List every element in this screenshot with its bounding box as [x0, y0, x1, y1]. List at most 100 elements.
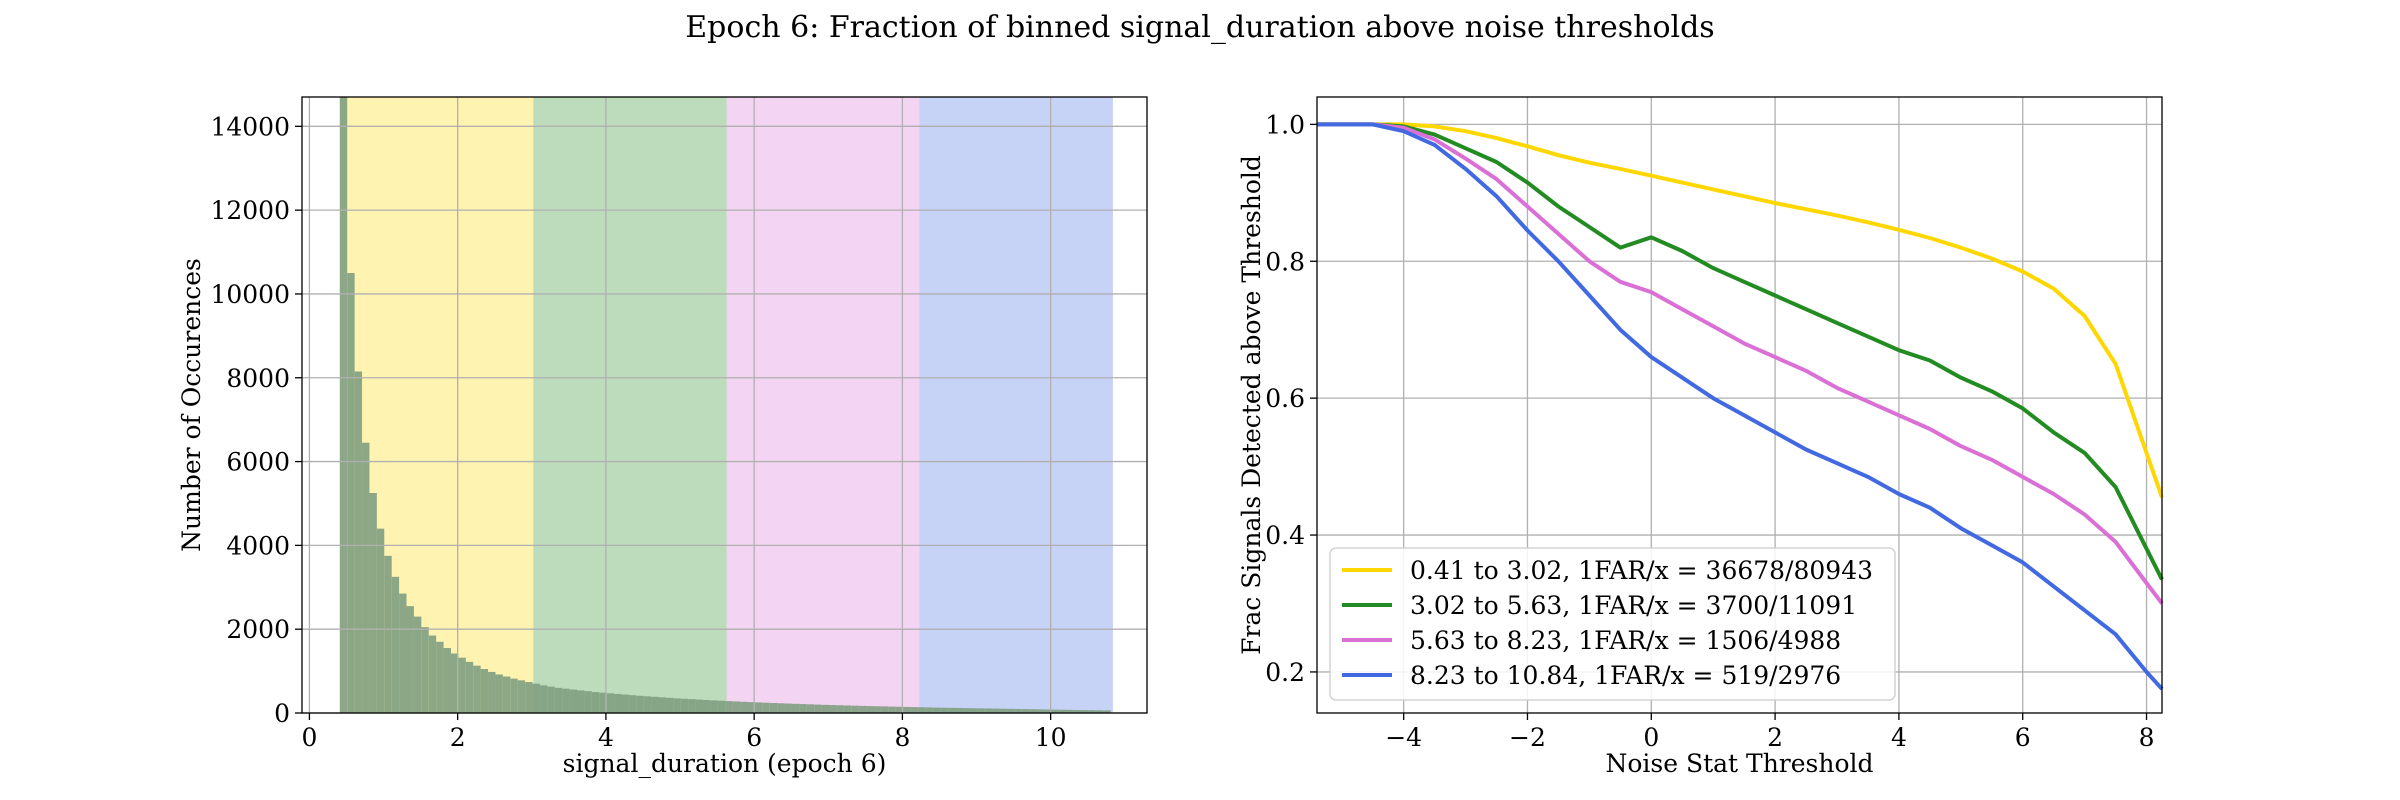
- histogram-bar: [362, 442, 370, 713]
- figure-title: Epoch 6: Fraction of binned signal_durat…: [685, 10, 1714, 45]
- line-frame: [1316, 96, 2163, 714]
- histogram-bar: [821, 704, 830, 713]
- histogram-bar: [1066, 709, 1074, 713]
- histogram-bar: [636, 695, 644, 713]
- series-line-0: [1317, 122, 2164, 499]
- histogram-bar: [1029, 709, 1037, 713]
- histogram-bar: [1036, 709, 1044, 713]
- line-x-axis-label: Noise Stat Threshold: [1605, 749, 1873, 778]
- histogram-bar: [1088, 710, 1096, 713]
- histogram-bar: [562, 688, 570, 713]
- histogram-bar: [940, 707, 948, 713]
- histogram-bar: [525, 681, 533, 713]
- histogram-bar: [339, 97, 348, 713]
- histogram-bar: [725, 701, 733, 713]
- histogram-bar: [1081, 710, 1089, 713]
- legend-box: [1329, 547, 1896, 701]
- histogram-bar: [1103, 710, 1111, 713]
- series-line-1: [1317, 122, 2164, 581]
- histogram-grid: [302, 97, 1147, 714]
- y-tick-label: 10000: [210, 280, 290, 309]
- histogram-bar: [488, 671, 496, 713]
- histogram-bar: [784, 703, 792, 713]
- histogram-bar: [576, 690, 585, 713]
- histogram-bar: [999, 708, 1007, 713]
- histogram-bar: [910, 707, 918, 713]
- series-line-2: [1317, 122, 2164, 605]
- histogram-bar: [428, 635, 437, 713]
- threshold-bands: [339, 97, 1113, 713]
- histogram-bar: [858, 705, 867, 713]
- histogram-y-axis-label: Number of Occurences: [177, 258, 206, 552]
- histogram-bar: [376, 528, 385, 713]
- histogram-bar: [539, 685, 548, 713]
- histogram-bar: [384, 555, 392, 713]
- x-tick-label: 0: [1643, 723, 1659, 752]
- histogram-bar: [1095, 710, 1104, 713]
- histogram-bar: [436, 641, 444, 713]
- histogram-bar: [391, 576, 400, 713]
- y-tick-label: 4000: [226, 531, 290, 560]
- histogram-bar: [925, 707, 933, 713]
- histogram-bar: [947, 707, 956, 713]
- y-tick-label: 8000: [226, 364, 290, 393]
- threshold-band-1: [533, 97, 727, 713]
- histogram-bar: [703, 700, 711, 713]
- x-tick-label: 4: [1891, 723, 1907, 752]
- x-tick-label: 2: [450, 723, 466, 752]
- histogram-bars: [339, 97, 1111, 713]
- histogram-bar: [658, 697, 666, 713]
- legend: 0.41 to 3.02, 1FAR/x = 36678/80943 3.02 t…: [1329, 547, 1896, 701]
- histogram-bar: [799, 704, 807, 713]
- histogram-bar: [806, 704, 815, 713]
- series-line-3: [1317, 122, 2164, 691]
- histogram-bar: [554, 687, 563, 713]
- legend-label-3: 8.23 to 10.84, 1FAR/x = 519/2976: [1410, 661, 1841, 690]
- histogram-bar: [606, 693, 615, 713]
- histogram-bar: [347, 273, 355, 713]
- histogram-bar: [591, 692, 600, 713]
- histogram-bar: [665, 697, 674, 713]
- histogram-bar: [866, 706, 874, 713]
- histogram-bar: [888, 706, 896, 713]
- histogram-ticks: 0 2 4 6 8 10 0 2000 4000 6000 8000 10000 12000 14000: [210, 112, 1066, 752]
- histogram-bar: [688, 699, 696, 713]
- histogram-bar: [769, 702, 778, 713]
- x-tick-label: 6: [2015, 723, 2031, 752]
- histogram-bar: [473, 665, 481, 713]
- histogram-bar: [413, 616, 422, 713]
- histogram-bar: [747, 702, 755, 713]
- histogram-bar: [977, 708, 985, 713]
- histogram-bar: [399, 593, 407, 713]
- histogram-bar: [955, 707, 963, 713]
- y-tick-label: 0.4: [1265, 521, 1305, 550]
- histogram-bar: [517, 680, 526, 713]
- x-tick-label: 6: [746, 723, 762, 752]
- histogram-bar: [651, 696, 659, 713]
- histogram-bar: [836, 705, 844, 713]
- histogram-bar: [732, 701, 741, 713]
- histogram-bar: [465, 661, 474, 713]
- histogram-bar: [717, 700, 726, 713]
- histogram-bar: [932, 707, 941, 713]
- histogram-bar: [547, 686, 555, 713]
- histogram-bar: [710, 700, 718, 713]
- y-tick-label: 14000: [210, 112, 290, 141]
- histogram-bar: [673, 698, 681, 713]
- histogram-bar: [992, 708, 1000, 713]
- histogram-bar: [510, 678, 518, 713]
- histogram-bar: [829, 705, 837, 713]
- histogram-bar: [917, 707, 926, 713]
- x-tick-label: 8: [894, 723, 910, 752]
- histogram-bar: [984, 708, 993, 713]
- histogram-bar: [680, 698, 689, 713]
- histogram-bar: [962, 708, 970, 713]
- histogram-bar: [628, 695, 637, 713]
- y-tick-label: 1.0: [1265, 110, 1305, 139]
- y-tick-label: 0.2: [1265, 658, 1305, 687]
- x-tick-label: 10: [1035, 723, 1067, 752]
- histogram-bar: [873, 706, 881, 713]
- histogram-bar: [458, 657, 466, 713]
